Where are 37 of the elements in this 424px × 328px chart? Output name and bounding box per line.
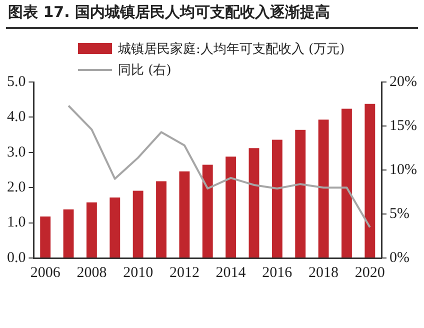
x-tick-label: 2014 [216, 264, 246, 281]
chart-title: 图表 17. 国内城镇居民人均可支配收入逐渐提高 [8, 3, 330, 22]
x-tick-label: 2008 [76, 264, 107, 281]
bar [63, 209, 74, 258]
x-tick-label: 2006 [30, 264, 61, 281]
bar [86, 202, 97, 258]
y2-tick-label: 5% [390, 206, 410, 222]
bar [202, 164, 213, 258]
legend-label: 城镇居民家庭:人均年可支配收入 (万元) [118, 40, 345, 58]
bar [226, 156, 236, 258]
bar [248, 148, 260, 258]
bar [156, 181, 166, 258]
y-tick-label: 5.0 [7, 74, 26, 90]
bar [40, 216, 51, 258]
bar [342, 108, 352, 258]
y2-tick-label: 20% [390, 74, 418, 90]
bar [179, 171, 190, 258]
y-tick-label: 3.0 [7, 144, 26, 160]
x-tick-label: 2010 [123, 264, 154, 281]
y-tick-label: 0.0 [7, 250, 26, 266]
y2-tick-label: 15% [390, 118, 418, 134]
x-tick-label: 2016 [262, 264, 293, 281]
bar [110, 197, 120, 258]
y2-tick-label: 0% [390, 250, 410, 266]
legend-label: 同比 (右) [118, 62, 172, 78]
bar [272, 140, 282, 258]
x-tick-label: 2012 [169, 264, 200, 281]
x-tick-label: 2020 [354, 264, 385, 281]
bar [364, 104, 376, 258]
x-tick-label: 2018 [308, 264, 339, 281]
y-tick-label: 2.0 [7, 180, 26, 196]
y2-tick-label: 10% [390, 162, 418, 178]
bar [318, 120, 329, 258]
y-tick-label: 1.0 [7, 214, 26, 231]
y-tick-label: 4.0 [7, 109, 26, 126]
bar [295, 130, 306, 258]
bar [132, 190, 144, 258]
